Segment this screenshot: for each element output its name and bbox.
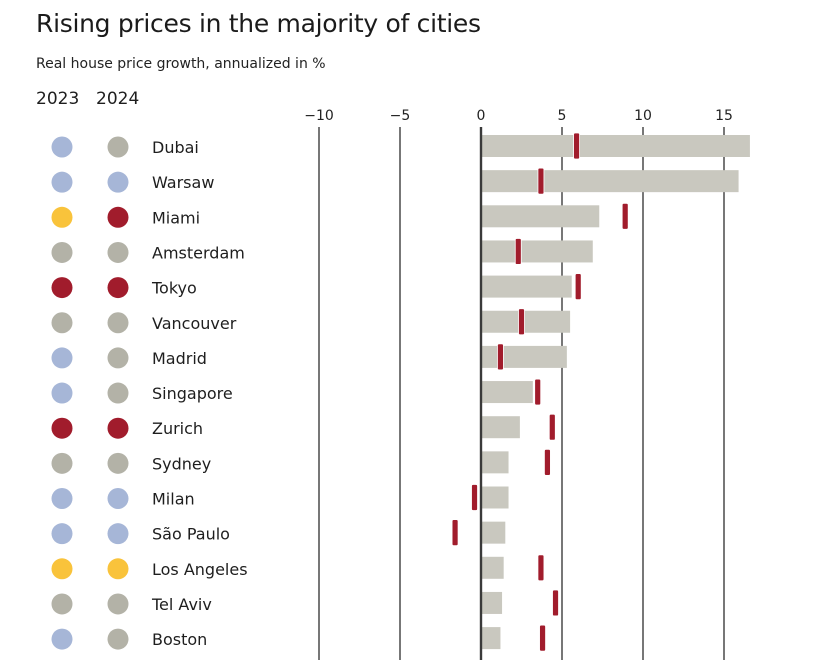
x-tick-label: 15 (715, 108, 733, 124)
dot-2024 (107, 171, 129, 193)
dot-2023 (51, 277, 73, 299)
bar (481, 416, 520, 439)
marker (552, 589, 559, 617)
bar (481, 345, 567, 368)
marker (574, 273, 582, 301)
marker (514, 238, 522, 265)
dot-2023 (51, 558, 73, 580)
bar (481, 381, 533, 404)
dot-2024 (107, 136, 129, 158)
bar (481, 556, 504, 579)
city-label: Zurich (152, 419, 203, 438)
bar (481, 310, 571, 333)
city-label: Tokyo (151, 279, 197, 298)
bar (481, 627, 501, 650)
city-label: Dubai (152, 138, 199, 157)
dot-2023 (51, 382, 73, 404)
bar (481, 591, 503, 614)
bar (481, 275, 572, 298)
city-label: Milan (152, 490, 195, 509)
city-label: Boston (152, 630, 207, 649)
city-label: Warsaw (152, 173, 214, 192)
dot-2024 (107, 558, 129, 580)
x-tick-label: −10 (304, 108, 334, 124)
marker (621, 202, 629, 230)
x-tick-label: −5 (390, 108, 411, 124)
dot-2023 (51, 206, 73, 228)
city-label: São Paulo (152, 525, 230, 544)
bar (481, 135, 750, 157)
city-label: Vancouver (152, 314, 237, 333)
x-tick-label: 0 (477, 108, 486, 124)
dot-2023 (51, 312, 73, 334)
dot-2023 (51, 593, 73, 615)
dot-2023 (51, 523, 73, 545)
marker (497, 343, 504, 371)
marker (451, 519, 459, 547)
city-label: Sydney (152, 454, 211, 473)
chart-title: Rising prices in the majority of cities (36, 9, 481, 38)
marker (537, 167, 545, 195)
chart-subtitle: Real house price growth, annualized in % (36, 56, 326, 72)
marker (518, 308, 525, 336)
bar (481, 205, 600, 228)
dot-2024 (107, 628, 129, 650)
dot-2023 (51, 452, 73, 474)
dot-2024 (107, 452, 129, 474)
dot-2024 (107, 417, 129, 439)
dot-2024 (107, 347, 129, 369)
bar (481, 521, 506, 544)
marker (471, 484, 478, 511)
bar (481, 486, 509, 509)
marker (534, 378, 542, 406)
bar (481, 170, 739, 193)
dot-2024 (107, 277, 129, 299)
city-label: Madrid (152, 349, 207, 368)
marker (573, 132, 580, 160)
dot-2024 (107, 206, 129, 228)
city-label: Amsterdam (152, 243, 245, 262)
bar (481, 451, 509, 474)
marker (539, 624, 546, 652)
dot-2023 (51, 417, 73, 439)
dot-2023 (51, 241, 73, 263)
dot-2024 (107, 593, 129, 615)
bar (481, 240, 593, 263)
marker (544, 448, 551, 476)
marker (548, 413, 556, 441)
city-label: Los Angeles (152, 560, 248, 579)
dot-2024 (107, 382, 129, 404)
dot-2023 (51, 171, 73, 193)
dot-2023 (51, 136, 73, 158)
city-label: Tel Aviv (151, 595, 212, 614)
legend-header-2024: 2024 (96, 89, 140, 109)
dot-2023 (51, 488, 73, 509)
dot-2024 (107, 523, 129, 545)
dot-2023 (51, 347, 73, 369)
marker (537, 554, 545, 582)
city-label: Miami (152, 208, 200, 227)
x-tick-label: 5 (558, 108, 567, 124)
x-tick-label: 10 (634, 108, 652, 124)
city-label: Singapore (152, 384, 233, 403)
legend-header-2023: 2023 (36, 89, 80, 109)
dot-2024 (107, 488, 129, 509)
dot-2024 (107, 241, 129, 263)
dot-2024 (107, 312, 129, 334)
dot-2023 (51, 628, 73, 650)
